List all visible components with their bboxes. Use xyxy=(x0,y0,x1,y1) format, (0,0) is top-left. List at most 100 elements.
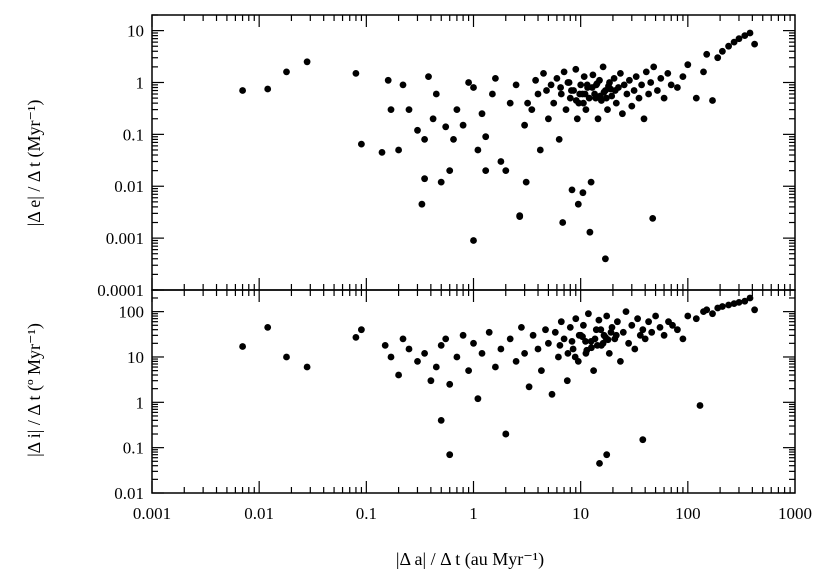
data-point xyxy=(603,94,610,102)
data-point xyxy=(418,200,426,208)
data-point xyxy=(751,40,758,48)
data-point xyxy=(465,367,472,374)
data-point xyxy=(551,328,559,336)
data-point xyxy=(450,136,457,143)
data-point xyxy=(572,97,580,104)
data-point xyxy=(594,115,602,123)
data-point xyxy=(381,342,389,349)
data-point xyxy=(485,328,493,336)
data-point xyxy=(638,81,645,89)
data-point xyxy=(512,358,520,365)
data-point xyxy=(358,326,365,334)
data-point xyxy=(560,335,568,343)
data-point xyxy=(459,121,467,129)
data-point xyxy=(599,339,607,347)
data-point xyxy=(582,338,589,345)
data-point xyxy=(656,324,664,331)
y-tick-label: 10 xyxy=(127,348,144,367)
data-point xyxy=(612,99,620,107)
data-point xyxy=(608,92,616,100)
data-point xyxy=(465,79,472,86)
data-point xyxy=(470,339,477,347)
data-point xyxy=(502,167,510,175)
x-tick-label: 0.001 xyxy=(133,504,171,523)
data-point xyxy=(414,358,421,365)
data-point xyxy=(568,87,575,94)
y-tick-label: 1 xyxy=(136,73,145,92)
data-point xyxy=(522,178,530,186)
data-point xyxy=(586,228,594,236)
data-point xyxy=(492,363,499,371)
data-point xyxy=(714,54,722,62)
data-point xyxy=(387,353,395,361)
data-point xyxy=(303,363,311,371)
data-point xyxy=(636,331,644,339)
x-tick-label: 100 xyxy=(675,504,701,523)
data-point xyxy=(596,460,603,467)
data-point xyxy=(589,71,597,79)
data-point xyxy=(674,326,681,334)
data-point xyxy=(437,417,445,424)
data-point xyxy=(427,377,435,385)
data-point xyxy=(730,38,738,46)
data-point xyxy=(595,316,603,324)
data-point xyxy=(582,106,590,113)
data-point xyxy=(566,324,574,331)
data-point xyxy=(751,306,758,314)
data-point xyxy=(303,58,311,66)
data-point xyxy=(506,335,514,343)
data-point xyxy=(645,318,652,326)
data-point xyxy=(421,136,428,143)
data-point xyxy=(538,367,545,374)
top-y-axis-label: |Δ e| / Δ t (Myr⁻¹) xyxy=(24,100,45,227)
data-point xyxy=(482,167,490,175)
data-point xyxy=(684,312,692,320)
x-tick-label: 0.01 xyxy=(244,504,274,523)
data-point xyxy=(719,303,726,310)
data-point xyxy=(709,97,716,104)
data-point xyxy=(580,321,587,329)
data-point xyxy=(563,377,571,385)
data-point xyxy=(603,312,611,320)
data-point xyxy=(534,90,542,98)
data-point xyxy=(569,345,577,353)
data-point xyxy=(591,335,599,343)
data-point xyxy=(735,35,743,43)
data-point xyxy=(399,81,407,89)
data-point xyxy=(474,146,482,154)
data-point xyxy=(610,75,618,82)
data-point xyxy=(692,94,700,102)
data-point xyxy=(703,50,711,58)
data-point xyxy=(425,73,432,80)
data-point xyxy=(264,85,272,93)
data-point xyxy=(474,395,482,403)
x-tick-label: 1000 xyxy=(778,504,812,523)
data-point xyxy=(521,350,528,357)
data-point xyxy=(545,339,552,347)
data-point xyxy=(459,331,467,339)
data-point xyxy=(576,90,584,98)
data-point xyxy=(583,81,591,89)
data-point xyxy=(497,158,505,165)
y-tick-label: 0.1 xyxy=(123,439,144,458)
data-point xyxy=(565,79,573,86)
data-point xyxy=(630,87,638,94)
data-point xyxy=(442,123,450,131)
data-point xyxy=(521,121,528,129)
data-point xyxy=(581,90,589,98)
x-tick-label: 0.1 xyxy=(356,504,377,523)
data-point xyxy=(580,73,588,80)
data-point xyxy=(399,335,407,343)
data-point xyxy=(405,106,413,113)
data-point xyxy=(604,106,611,113)
data-point xyxy=(557,84,564,91)
data-point xyxy=(587,178,595,186)
data-point xyxy=(599,63,607,71)
data-point xyxy=(239,343,247,350)
data-point xyxy=(405,345,413,353)
data-point xyxy=(572,315,580,323)
data-point xyxy=(602,334,609,341)
data-point xyxy=(641,335,649,343)
data-point xyxy=(577,81,585,89)
